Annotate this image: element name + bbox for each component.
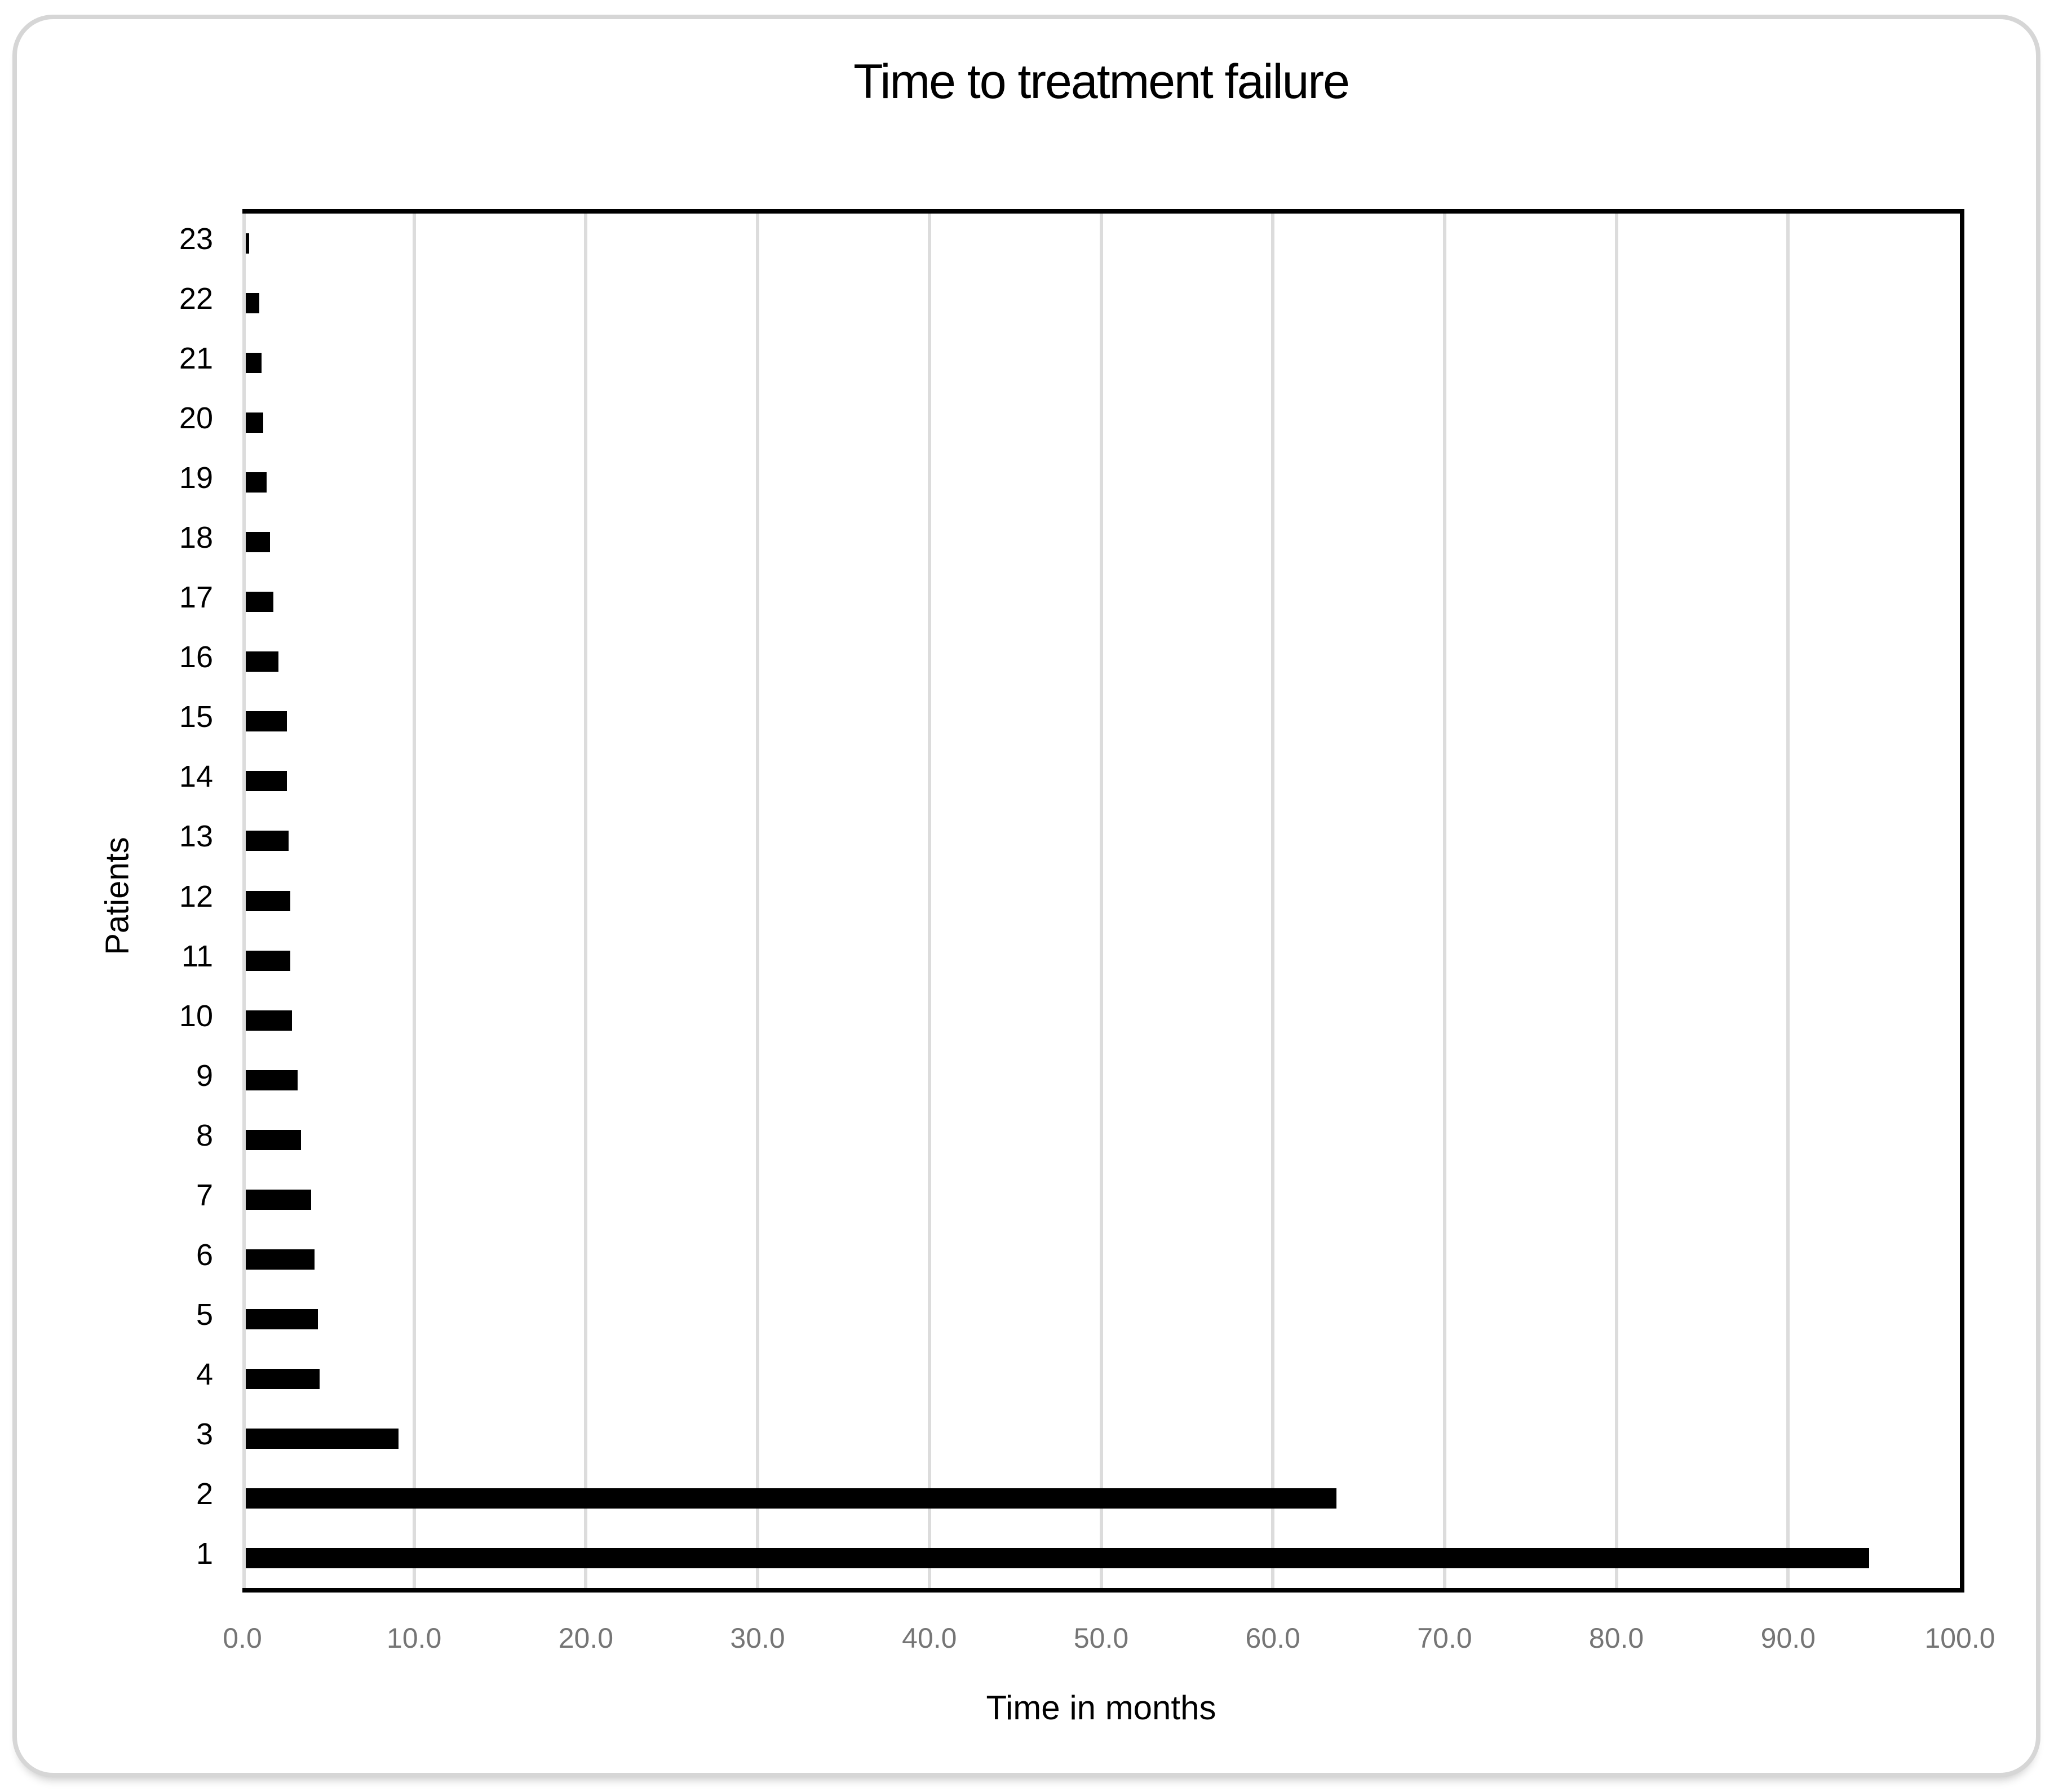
- chart-title: Time to treatment failure: [853, 55, 1350, 109]
- x-tick-label-80.0: 80.0: [1588, 1622, 1644, 1654]
- x-tick-label-100.0: 100.0: [1924, 1622, 1995, 1654]
- y-tick-label-21: 21: [179, 341, 213, 376]
- x-tick-label-70.0: 70.0: [1417, 1622, 1472, 1654]
- y-tick-label-22: 22: [179, 282, 213, 316]
- bar-patient-1: [246, 1547, 1869, 1568]
- bar-patient-14: [246, 771, 287, 792]
- bar-patient-16: [246, 651, 278, 672]
- chart-card: Time to treatment failure Patients 23 22 2…: [12, 15, 2040, 1777]
- y-tick-label-23: 23: [179, 222, 213, 256]
- gridline-50.0: [1099, 214, 1103, 1588]
- bar-patient-5: [246, 1308, 318, 1329]
- y-tick-label-20: 20: [179, 401, 213, 436]
- bar-patient-11: [246, 950, 291, 971]
- bar-patient-3: [246, 1428, 399, 1449]
- x-tick-label-20.0: 20.0: [558, 1622, 614, 1654]
- bar-patient-22: [246, 293, 260, 314]
- x-tick-label-30.0: 30.0: [730, 1622, 785, 1654]
- x-tick-label-50.0: 50.0: [1073, 1622, 1129, 1654]
- bar-patient-21: [246, 353, 262, 374]
- gridline-40.0: [927, 214, 931, 1588]
- x-tick-label-90.0: 90.0: [1760, 1622, 1816, 1654]
- y-tick-label-13: 13: [179, 819, 213, 854]
- plot-area: [242, 209, 1964, 1593]
- y-tick-label-8: 8: [196, 1118, 213, 1152]
- gridline-90.0: [1786, 214, 1790, 1588]
- gridline-30.0: [756, 214, 760, 1588]
- y-tick-label-2: 2: [196, 1476, 213, 1511]
- gridline-10.0: [412, 214, 416, 1588]
- gridline-70.0: [1442, 214, 1446, 1588]
- x-axis-title: Time in months: [986, 1689, 1216, 1727]
- y-tick-label-7: 7: [196, 1178, 213, 1212]
- gridline-60.0: [1271, 214, 1275, 1588]
- y-tick-label-1: 1: [196, 1536, 213, 1571]
- y-tick-label-16: 16: [179, 640, 213, 675]
- x-tick-label-10.0: 10.0: [387, 1622, 442, 1654]
- gridline-0.0: [242, 214, 246, 1588]
- bar-patient-12: [246, 890, 291, 911]
- gridline-80.0: [1614, 214, 1618, 1588]
- bar-patient-8: [246, 1129, 301, 1150]
- bar-patient-19: [246, 472, 267, 493]
- bar-patient-15: [246, 711, 287, 732]
- y-tick-label-19: 19: [179, 461, 213, 495]
- bar-patient-23: [246, 233, 250, 254]
- bar-patient-7: [246, 1189, 311, 1210]
- y-tick-label-18: 18: [179, 521, 213, 555]
- bar-patient-2: [246, 1488, 1336, 1509]
- y-tick-label-4: 4: [196, 1357, 213, 1391]
- bar-patient-17: [246, 592, 273, 613]
- y-tick-label-5: 5: [196, 1297, 213, 1332]
- x-tick-label-60.0: 60.0: [1245, 1622, 1300, 1654]
- y-tick-label-14: 14: [179, 760, 213, 794]
- bar-patient-18: [246, 532, 270, 553]
- bar-patient-10: [246, 1010, 293, 1031]
- y-tick-label-3: 3: [196, 1417, 213, 1451]
- bar-patient-6: [246, 1249, 315, 1270]
- bar-patient-13: [246, 831, 289, 851]
- gridline-20.0: [584, 214, 588, 1588]
- bar-patient-20: [246, 412, 263, 433]
- y-tick-label-12: 12: [179, 879, 213, 913]
- y-tick-label-11: 11: [181, 939, 213, 973]
- y-tick-label-6: 6: [196, 1237, 213, 1272]
- y-tick-label-17: 17: [179, 580, 213, 615]
- x-tick-label-40.0: 40.0: [902, 1622, 957, 1654]
- y-tick-label-15: 15: [179, 700, 213, 734]
- x-tick-label-0.0: 0.0: [223, 1622, 262, 1654]
- y-tick-label-10: 10: [179, 999, 213, 1033]
- bar-patient-4: [246, 1368, 320, 1389]
- y-tick-label-9: 9: [196, 1058, 213, 1093]
- bar-patient-9: [246, 1070, 298, 1090]
